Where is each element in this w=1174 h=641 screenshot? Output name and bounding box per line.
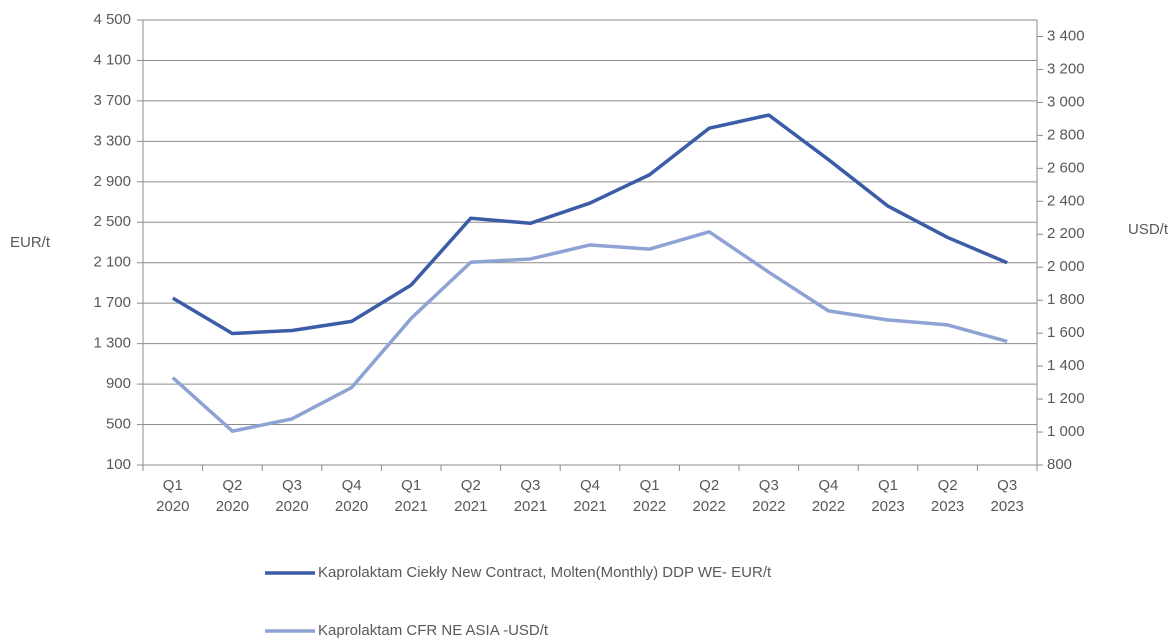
y2-tick-label: 3 400	[1047, 27, 1085, 44]
x-tick-label: Q3 2022	[752, 477, 786, 515]
x-tick-label: Q1 2023	[871, 477, 905, 515]
x-tick-label: Q1 2021	[394, 477, 428, 515]
y-tick-label: 3 700	[93, 92, 131, 109]
y-tick-label: 500	[106, 416, 131, 433]
x-tick-label: Q2 2023	[930, 477, 965, 515]
line	[171, 230, 1008, 433]
x-tick-label: Q2 2022	[692, 477, 726, 515]
y-axis-label: EUR/t	[10, 234, 51, 251]
y2-tick-label: 2 000	[1047, 258, 1085, 275]
y-tick-label: 100	[106, 456, 131, 473]
y-tick-label: 2 100	[93, 254, 131, 271]
x-tick-label: Q2 2021	[454, 477, 488, 515]
y-tick-label: 1 700	[93, 294, 131, 311]
x-tick-label: Q1 2022	[632, 477, 667, 515]
y-tick-label: 4 100	[93, 51, 131, 68]
x-tick-label: Q2 2020	[215, 477, 250, 515]
y2-tick-label: 1 600	[1047, 324, 1085, 341]
y2-tick-label: 1 400	[1047, 357, 1085, 374]
y2-tick-label: 2 200	[1047, 225, 1085, 242]
legend-label: Kaprolaktam CFR NE ASIA -USD/t	[318, 622, 549, 639]
x-tick-label: Q1 2020	[156, 477, 190, 515]
x-tick-label: Q4 2022	[811, 477, 846, 515]
y2-tick-label: 3 000	[1047, 93, 1085, 110]
y2-tick-label: 1 200	[1047, 390, 1085, 407]
x-tick-label: Q3 2023	[990, 477, 1024, 515]
y-tick-label: 1 300	[93, 335, 131, 352]
y2-tick-label: 800	[1047, 456, 1072, 473]
legend-label: Kaprolaktam Ciekły New Contract, Molten(…	[318, 564, 772, 581]
y2-axis-label: USD/t	[1128, 221, 1169, 238]
y2-tick-label: 2 600	[1047, 159, 1085, 176]
x-tick-label: Q3 2021	[513, 477, 548, 515]
y-tick-label: 900	[106, 375, 131, 392]
y-tick-label: 2 900	[93, 173, 131, 190]
y2-tick-label: 1 800	[1047, 291, 1085, 308]
y2-tick-label: 2 400	[1047, 192, 1085, 209]
x-tick-label: Q4 2020	[334, 477, 369, 515]
x-tick-label: Q4 2021	[573, 477, 607, 515]
y2-tick-label: 1 000	[1047, 423, 1085, 440]
line	[171, 113, 1008, 336]
y2-tick-label: 3 200	[1047, 60, 1085, 77]
x-tick-label: Q3 2020	[275, 477, 309, 515]
y-tick-label: 2 500	[93, 213, 131, 230]
y-tick-label: 4 500	[93, 11, 131, 28]
y-tick-label: 3 300	[93, 132, 131, 149]
y2-tick-label: 2 800	[1047, 126, 1085, 143]
